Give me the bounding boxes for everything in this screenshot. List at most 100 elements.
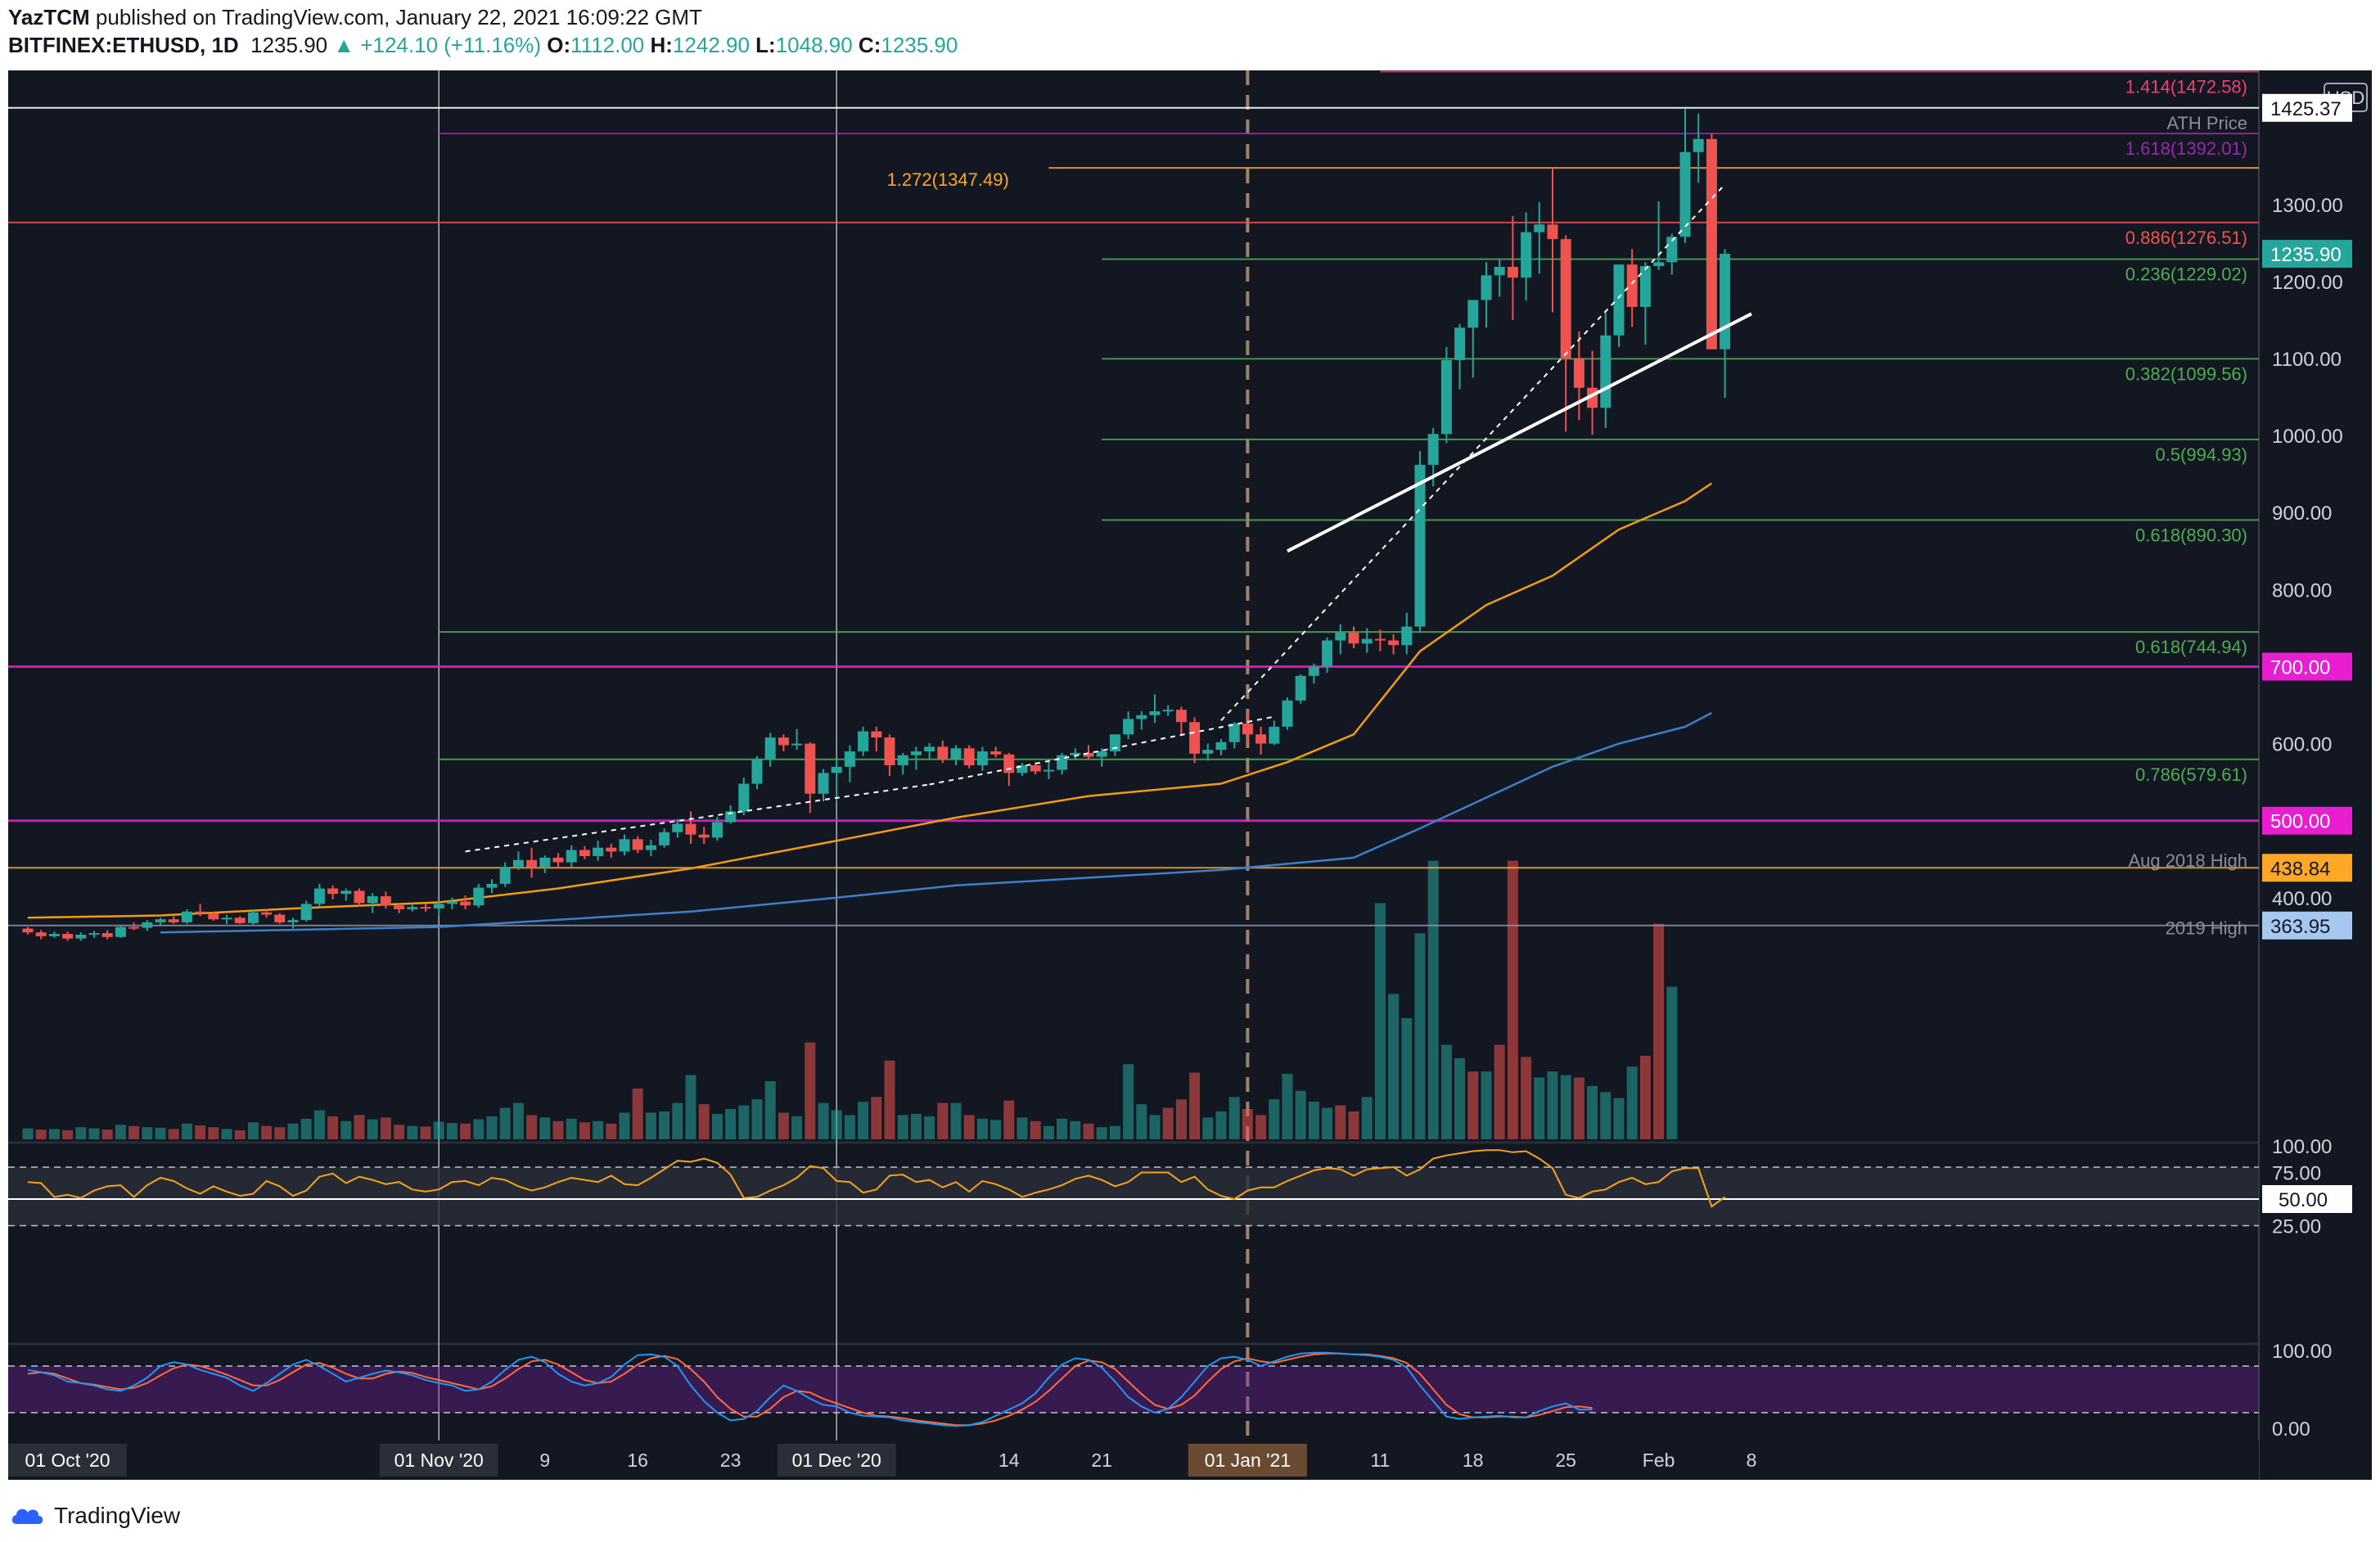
author-name[interactable]: YazTCM [8,5,90,29]
candle-body [831,766,842,773]
volume-bar [1149,1115,1161,1139]
rsi-badge-text: 50.00 [2279,1189,2328,1211]
time-label: 8 [1747,1450,1757,1471]
candle-body [1706,138,1717,349]
volume-bar [340,1120,352,1139]
time-label-box [1188,1444,1307,1477]
open-value: 1112.00 [570,33,645,57]
volume-bar [924,1116,935,1139]
candle-body [659,832,670,845]
candle-body [499,867,511,884]
volume-bar [1228,1097,1240,1139]
candle-body [234,918,246,923]
volume-bar [990,1120,1002,1139]
volume-bar [1414,933,1426,1139]
volume-bar [168,1129,179,1139]
rsi-tick: 75.00 [2272,1163,2321,1185]
candle-body [1573,358,1584,388]
candle-body [367,895,378,904]
candle-body [247,912,259,923]
candle-body [433,904,444,909]
volume-bar [75,1127,87,1139]
price-badge [2262,806,2352,835]
chart-header: YazTCM published on TradingView.com, Jan… [0,0,2380,65]
price-tick: 600.00 [2272,734,2332,756]
rsi-tick: 100.00 [2272,1136,2332,1158]
volume-bar [1481,1071,1492,1139]
volume-bar [593,1120,604,1139]
trendline [1220,183,1726,722]
volume-bar [1189,1072,1201,1139]
volume-bar [313,1110,325,1139]
volume-bar [208,1127,219,1139]
price-badge [2262,93,2352,122]
change-value: +124.10 (+11.16%) [360,33,542,57]
candle-body [791,743,803,746]
volume-bar [88,1128,100,1139]
price-badge-text: 1425.37 [2270,98,2342,120]
price-badge [2262,652,2352,681]
candle-body [1149,711,1161,715]
candle-body [1070,752,1081,755]
candle-body [1269,726,1280,744]
volume-bar [1016,1117,1028,1139]
candle-body [1547,224,1558,240]
volume-bar [247,1122,259,1139]
fib-level-label: 1.618(1392.01) [2125,138,2247,159]
brand-name: TradingView [54,1503,181,1528]
candle-body [1242,724,1253,735]
volume-bar [1440,1044,1452,1139]
volume-bar [300,1118,312,1139]
volume-bar [420,1126,431,1139]
tradingview-logo[interactable]: TradingView [10,1503,180,1529]
volume-bar [897,1115,908,1139]
volume-bar [394,1125,405,1139]
volume-bar [1322,1107,1333,1139]
volume-bar [539,1117,551,1139]
volume-bar [963,1115,975,1139]
volume-bar [367,1119,378,1139]
time-label: 01 Jan '21 [1205,1450,1291,1471]
volume-bar [1388,994,1400,1139]
volume-bar [221,1129,232,1139]
symbol-name[interactable]: BITFINEX:ETHUSD, 1D [8,33,239,57]
price-tick: 800.00 [2272,579,2332,602]
candle-body [1414,464,1426,627]
volume-bar [725,1109,737,1139]
chart-canvas[interactable]: 1.618(1768.25)1.414(1685.62)1.618(1646.8… [0,65,2380,1488]
volume-bar [1361,1097,1373,1139]
volume-bar [1534,1077,1545,1139]
candle-body [221,918,232,920]
volume-bar [1308,1102,1319,1139]
candle-body [287,920,299,922]
volume-bar [1003,1100,1015,1139]
volume-bar [871,1097,882,1139]
ema-orange-line [27,482,1713,919]
candle-body [48,934,60,936]
candle-body [1175,710,1187,723]
candle-body [168,919,179,922]
price-tick: 1200.00 [2272,272,2343,294]
candle-body [632,839,643,850]
stoch-tick: 100.00 [2272,1341,2332,1363]
candle-body [963,748,975,765]
volume-bar [818,1102,829,1139]
time-label: 9 [539,1450,550,1471]
axis-background [2261,70,2372,1480]
volume-bar [460,1123,471,1139]
fib-levels: 1.618(1768.25)1.414(1685.62)1.618(1646.8… [8,70,2259,939]
price-axis: 1800.001700.001600.001500.001300.001200.… [2261,70,2372,1480]
candle-body [751,759,763,784]
volume-bar [1600,1092,1611,1139]
volume-bar [1215,1111,1227,1139]
stoch-rsi-pane [8,1351,2259,1427]
candle-body [672,823,683,832]
volume-bar [1083,1123,1094,1139]
candle-body [101,933,113,937]
volume-bar [1560,1075,1571,1139]
volume-bar [1070,1120,1081,1139]
volume-bar [1269,1099,1280,1139]
volume-bar [711,1113,723,1139]
candle-body [764,737,776,760]
